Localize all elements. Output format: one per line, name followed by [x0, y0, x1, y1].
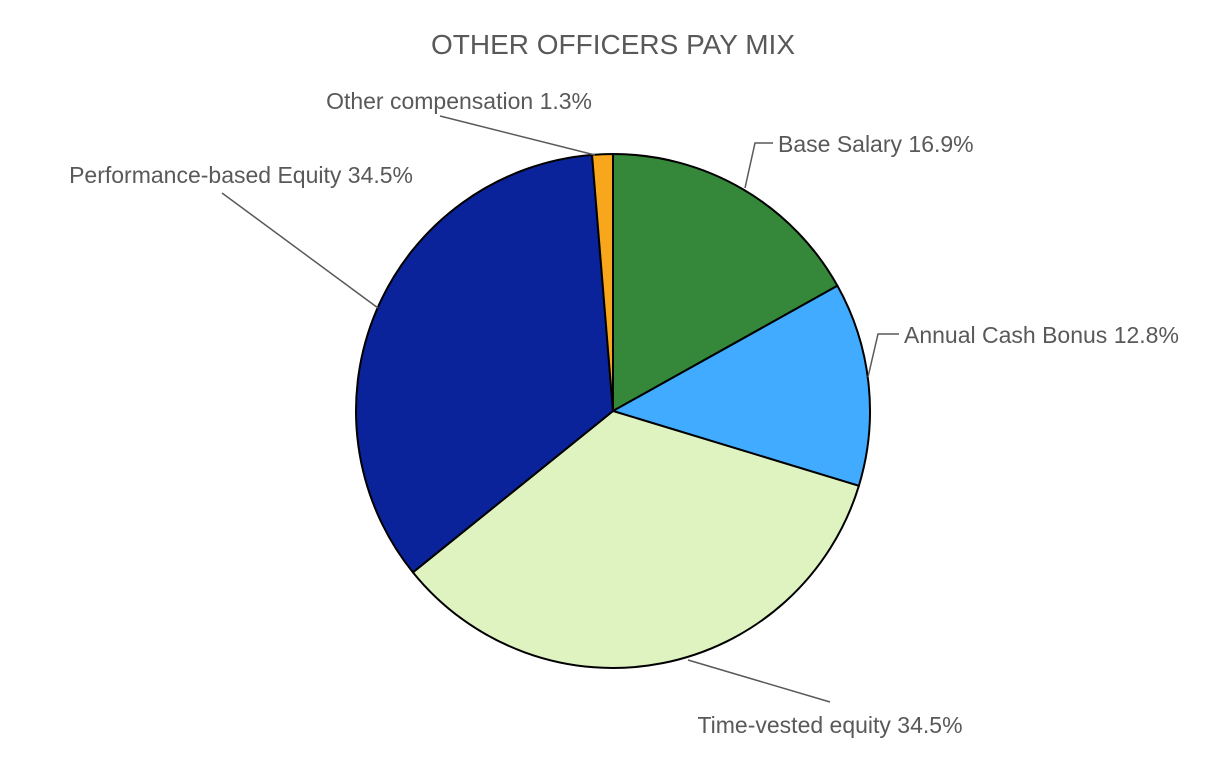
pie-slices	[355, 153, 871, 669]
leader-line-annual-cash-bonus	[867, 333, 899, 378]
slice-labels: Base Salary 16.9% Annual Cash Bonus 12.8%…	[69, 88, 1179, 738]
leader-line-time-vested-equity	[687, 659, 831, 703]
leader-lines	[221, 115, 899, 703]
slice-label-base-salary: Base Salary 16.9%	[778, 131, 974, 157]
slice-annual-cash-bonus	[612, 284, 871, 487]
leader-line-base-salary	[744, 142, 773, 189]
chart-title: OTHER OFFICERS PAY MIX	[431, 29, 795, 60]
leader-line-performance-based-equity	[221, 192, 379, 309]
slice-label-other-compensation: Other compensation 1.3%	[326, 88, 592, 114]
slice-time-vested-equity	[411, 410, 860, 669]
slice-base-salary	[612, 153, 839, 412]
slice-label-annual-cash-bonus: Annual Cash Bonus 12.8%	[904, 322, 1179, 348]
slice-performance-based-equity	[355, 153, 614, 574]
slice-label-performance-based-equity: Performance-based Equity 34.5%	[69, 162, 413, 188]
leader-line-other-compensation	[439, 115, 596, 156]
slice-label-time-vested-equity: Time-vested equity 34.5%	[697, 712, 962, 738]
